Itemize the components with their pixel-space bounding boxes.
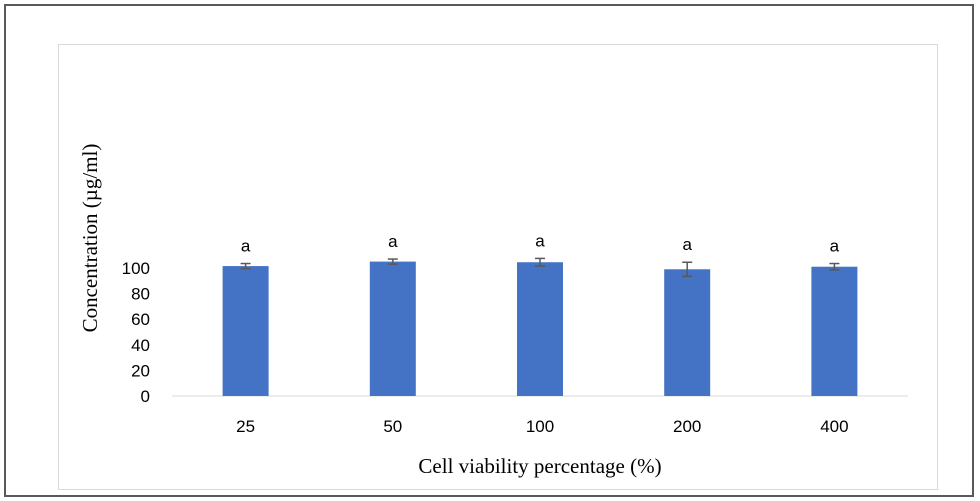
error-bar	[829, 262, 840, 271]
bar	[811, 266, 858, 396]
y-tick-label: 80	[131, 285, 150, 304]
chart-area	[58, 44, 938, 490]
bar	[517, 262, 563, 396]
y-tick-label: 40	[131, 336, 150, 355]
error-bar	[682, 261, 693, 278]
y-tick-label: 0	[141, 387, 150, 406]
error-bar	[240, 262, 251, 270]
bar	[222, 266, 269, 396]
x-tick-label: 25	[236, 417, 255, 436]
x-tick-label: 400	[820, 417, 848, 436]
x-tick-label: 200	[673, 417, 701, 436]
x-tick-label: 100	[526, 417, 554, 436]
significance-letter: a	[830, 237, 840, 256]
bar	[664, 269, 711, 396]
bars	[222, 261, 858, 396]
significance-letter: a	[682, 235, 692, 254]
error-bar	[535, 257, 545, 267]
y-axis-title: Concentration (µg/ml)	[78, 144, 102, 333]
error-bars	[240, 257, 840, 278]
significance-letter: a	[241, 237, 251, 256]
bar	[369, 261, 416, 396]
significance-letter: a	[388, 232, 398, 251]
significance-letter: a	[535, 231, 545, 250]
y-tick-label: 100	[122, 259, 150, 278]
y-axis-ticks: 0 20 40 60 80 100	[122, 259, 150, 406]
x-axis-ticks: 25 50 100 200 400	[236, 417, 848, 436]
error-bar	[387, 258, 398, 265]
y-tick-label: 20	[131, 361, 150, 380]
x-tick-label: 50	[383, 417, 402, 436]
y-tick-label: 60	[131, 310, 150, 329]
x-axis-title: Cell viability percentage (%)	[418, 454, 661, 478]
